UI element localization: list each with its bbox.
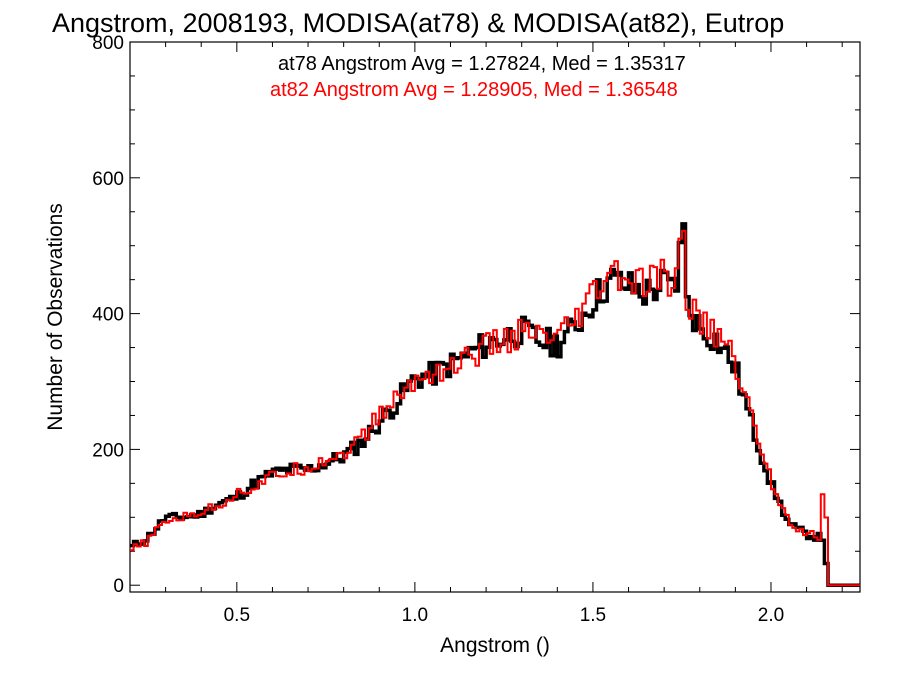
- series-layer: [130, 222, 860, 587]
- x-axis: 0.5 1.0 1.5 2.0: [129, 42, 843, 626]
- x-tick-label: 2.0: [758, 605, 784, 626]
- y-tick-label: 800: [92, 33, 124, 54]
- y-tick-label: 400: [92, 305, 124, 326]
- chart-title: Angstrom, 2008193, MODISA(at78) & MODISA…: [52, 8, 784, 38]
- at78-stats-annotation: at78 Angstrom Avg = 1.27824, Med = 1.353…: [278, 53, 686, 75]
- plot-frame: [129, 41, 861, 593]
- x-axis-label: Angstrom (): [440, 634, 550, 657]
- y-tick-label: 600: [92, 169, 124, 190]
- at82-stats-annotation: at82 Angstrom Avg = 1.28905, Med = 1.365…: [270, 79, 678, 101]
- at82-histogram-line: [130, 229, 860, 587]
- y-axis-label: Number of Observations: [44, 203, 67, 431]
- y-tick-label: 0: [113, 576, 124, 597]
- x-tick-label: 1.0: [402, 605, 428, 626]
- y-axis: 0 200 400 600 800: [92, 33, 860, 597]
- x-tick-label: 0.5: [224, 605, 250, 626]
- x-tick-label: 1.5: [580, 605, 606, 626]
- y-tick-label: 200: [92, 440, 124, 461]
